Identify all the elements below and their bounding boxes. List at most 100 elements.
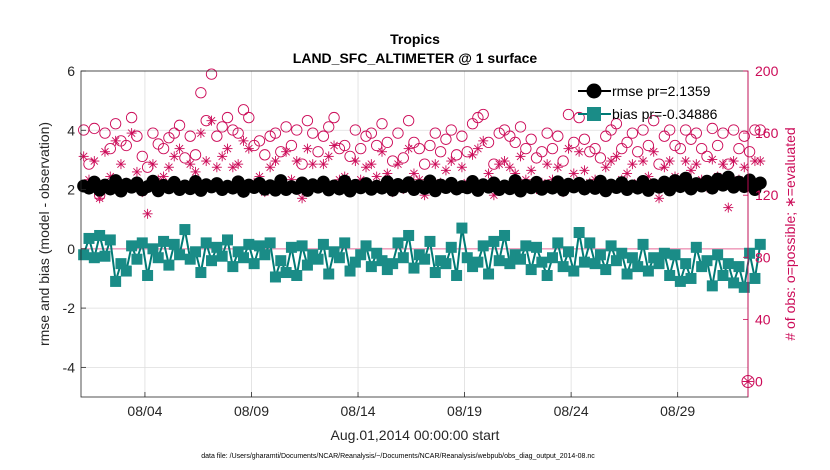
evaluated-obs-point	[169, 151, 180, 162]
bias-point	[520, 240, 532, 252]
y-right-tick-label: 80	[755, 249, 771, 265]
possible-obs-point	[653, 158, 665, 170]
evaluated-obs-point	[78, 151, 89, 162]
bias-point	[642, 265, 654, 277]
asterisk-stroke	[319, 160, 328, 168]
rmse-point	[508, 174, 522, 188]
rmse-point	[721, 170, 735, 184]
asterisk-stroke	[271, 157, 280, 165]
possible-obs-point	[237, 104, 250, 116]
evaluated-obs-point	[211, 162, 222, 173]
possible-obs-point	[317, 130, 330, 142]
asterisk-stroke	[404, 144, 413, 153]
possible-obs-point	[131, 130, 143, 142]
evaluated-obs-point	[664, 156, 675, 167]
rmse-point	[231, 175, 245, 189]
legend-rmse-label: rmse pr=2.1359	[612, 83, 711, 99]
possible-obs-point	[418, 158, 431, 170]
bias-point	[440, 258, 452, 270]
bias-point	[477, 240, 489, 252]
bias-point	[504, 258, 516, 270]
possible-obs-point	[243, 111, 255, 124]
possible-obs-point	[253, 135, 266, 147]
bias-point	[147, 243, 159, 255]
chart-subtitle: LAND_SFC_ALTIMETER @ 1 surface	[293, 50, 538, 66]
bias-point	[669, 249, 681, 261]
possible-obs-point	[205, 68, 218, 80]
possible-obs-point	[323, 121, 335, 133]
evaluated-obs-point	[728, 156, 739, 167]
possible-obs-point	[530, 152, 543, 164]
asterisk-stroke	[149, 160, 157, 168]
bias-point	[264, 237, 276, 249]
possible-obs-point	[376, 118, 388, 130]
asterisk-stroke	[111, 137, 120, 145]
evaluated-obs-point	[568, 168, 579, 179]
asterisk-stroke	[564, 144, 573, 153]
possible-obs-point	[339, 139, 351, 152]
bias-point	[578, 256, 590, 268]
asterisk-stroke	[351, 157, 360, 165]
asterisk-stroke	[117, 160, 125, 168]
evaluated-obs-point	[456, 162, 467, 173]
evaluated-obs-point	[606, 156, 617, 167]
possible-obs-point	[78, 124, 90, 136]
possible-obs-point	[280, 121, 292, 133]
possible-obs-point	[104, 142, 116, 155]
evaluated-obs-point	[110, 135, 121, 146]
asterisk-stroke	[239, 137, 248, 145]
asterisk-stroke	[692, 160, 701, 168]
bias-point	[216, 250, 228, 262]
bias-point	[163, 259, 175, 271]
bias-point	[664, 269, 676, 281]
y-left-tick-label: -4	[63, 359, 76, 375]
bias-point	[376, 255, 388, 267]
possible-obs-point	[711, 139, 724, 152]
bias-point	[621, 268, 633, 280]
evaluated-obs-point	[217, 151, 228, 162]
bias-point	[483, 268, 495, 280]
possible-obs-point	[264, 130, 276, 142]
bias-point	[722, 258, 734, 270]
bias-point	[211, 241, 223, 253]
bias-point	[206, 255, 218, 267]
evaluated-obs-point	[371, 171, 382, 182]
possible-obs-point	[402, 115, 415, 127]
asterisk-stroke	[244, 144, 253, 153]
asterisk-stroke	[740, 163, 749, 172]
asterisk-stroke	[474, 144, 482, 153]
bias-point	[301, 259, 313, 271]
evaluated-obs-point	[440, 165, 451, 176]
possible-obs-point	[195, 87, 207, 99]
bias-point	[456, 222, 468, 234]
bias-point	[152, 252, 164, 264]
x-axis-label: Aug.01,2014 00:00:00 start	[331, 427, 500, 443]
asterisk-stroke	[197, 129, 205, 137]
bias-point	[355, 249, 367, 261]
bias-point	[557, 261, 569, 273]
bias-point	[387, 258, 399, 270]
possible-obs-point	[360, 130, 372, 142]
bias-point	[515, 253, 527, 265]
possible-obs-point	[493, 127, 505, 139]
evaluated-obs-point	[446, 156, 457, 167]
bias-point	[312, 253, 324, 265]
bias-point	[349, 256, 361, 268]
asterisk-stroke	[330, 141, 338, 150]
bias-point	[120, 265, 132, 277]
possible-obs-point	[685, 133, 697, 145]
bias-point	[285, 241, 297, 253]
evaluated-obs-point	[142, 208, 153, 219]
possible-obs-point	[125, 111, 138, 124]
evaluated-obs-point	[361, 162, 372, 173]
possible-obs-point	[445, 124, 457, 136]
bias-point	[712, 249, 724, 261]
evaluated-obs-point	[115, 159, 126, 170]
asterisk-stroke	[484, 169, 493, 178]
asterisk-stroke	[543, 160, 552, 168]
rmse-point	[146, 174, 160, 188]
possible-obs-point	[429, 127, 441, 139]
possible-obs-point	[392, 127, 404, 139]
possible-obs-point	[514, 121, 527, 133]
bias-point	[328, 246, 340, 258]
